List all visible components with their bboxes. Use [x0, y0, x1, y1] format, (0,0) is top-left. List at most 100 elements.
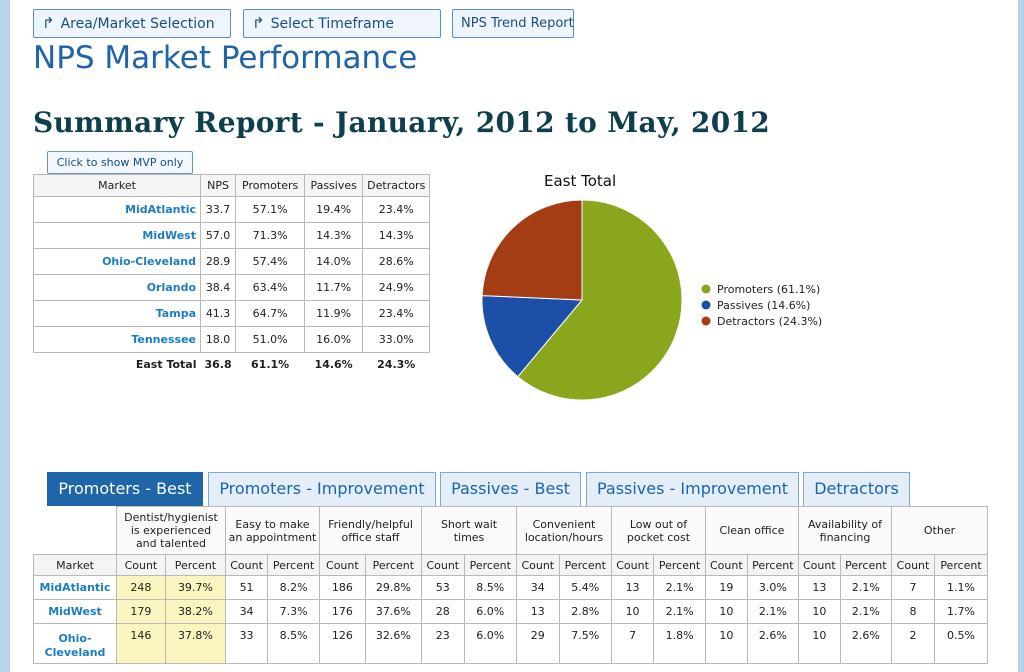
- count-cell: 10: [798, 623, 841, 664]
- tab-passives-best[interactable]: Passives - Best: [440, 472, 581, 506]
- pie-chart-svg: Promoters (61.1%) Passives (14.6%) Detract…: [481, 199, 822, 401]
- percent-header: Percent: [934, 554, 988, 576]
- percent-cell: 8.2%: [267, 575, 320, 600]
- tab-passives-improvement[interactable]: Passives - Improvement: [586, 472, 799, 506]
- table-row: MidAtlantic 248 39.7% 51 8.2% 186 29.8% 53 8.5% 3…: [33, 575, 988, 600]
- market-header: Market: [33, 554, 117, 576]
- percent-header: Percent: [364, 554, 423, 576]
- area-market-selection-label: Area/Market Selection: [60, 16, 215, 32]
- legend-marker-2: [701, 316, 711, 326]
- count-cell: 34: [224, 599, 269, 624]
- table-row: MidAtlantic 33.7 57.1% 19.4% 23.4%: [33, 196, 431, 223]
- market-link[interactable]: Tampa: [33, 300, 201, 327]
- percent-cell: 6.0%: [463, 599, 518, 624]
- promoters-cell: 64.7%: [235, 300, 306, 327]
- market-link[interactable]: Tennessee: [33, 326, 201, 353]
- table-row: MidWest 179 38.2% 34 7.3% 176 37.6% 28 6.0% 13 2.8…: [33, 599, 988, 624]
- percent-header: Percent: [463, 554, 518, 576]
- percent-cell: 1.1%: [934, 575, 988, 600]
- area-market-selection-button[interactable]: ↱ Area/Market Selection: [33, 9, 231, 38]
- nps-cell: 57.0: [199, 222, 237, 249]
- detractors-cell: 28.6%: [362, 248, 431, 275]
- count-cell: 176: [319, 599, 366, 624]
- percent-cell: 2.1%: [839, 575, 893, 600]
- percent-cell: 5.4%: [558, 575, 613, 600]
- reason-header: Other: [891, 506, 988, 555]
- count-cell: 13: [516, 599, 560, 624]
- market-link[interactable]: MidAtlantic: [33, 196, 201, 223]
- percent-cell: 1.7%: [934, 599, 988, 624]
- blank-header: [33, 506, 117, 555]
- total-passives: 14.6%: [314, 358, 353, 372]
- legend-marker-0: [701, 284, 711, 294]
- reason-header: Short wait times: [421, 506, 517, 555]
- total-nps: 36.8: [204, 358, 232, 372]
- percent-cell: 7.5%: [558, 623, 613, 664]
- summary-header-row: Market NPS Promoters Passives Detractors: [33, 174, 431, 197]
- passives-cell: 11.7%: [304, 274, 364, 301]
- nps-trend-report-button[interactable]: NPS Trend Report: [452, 9, 574, 38]
- count-cell: 126: [319, 623, 366, 664]
- percent-header: Percent: [746, 554, 800, 576]
- count-cell: 248: [116, 575, 166, 600]
- market-link[interactable]: MidAtlantic: [33, 575, 117, 600]
- table-row: Tennessee 18.0 51.0% 16.0% 33.0%: [33, 326, 431, 353]
- percent-cell: 37.8%: [164, 623, 227, 664]
- summary-header-passives: Passives: [304, 174, 364, 197]
- tab-promoters-improvement[interactable]: Promoters - Improvement: [208, 472, 436, 506]
- tab-promoters-best[interactable]: Promoters - Best: [47, 472, 203, 506]
- nps-cell: 41.3: [199, 300, 237, 327]
- show-mvp-only-button[interactable]: Click to show MVP only: [47, 151, 193, 174]
- percent-cell: 0.5%: [934, 623, 988, 664]
- market-link[interactable]: MidWest: [33, 599, 117, 624]
- summary-table: Market NPS Promoters Passives Detractors…: [33, 174, 431, 377]
- reason-header-row: Dentist/hygienist is experienced and tal…: [33, 506, 988, 555]
- count-header: Count: [421, 554, 465, 576]
- nps-cell: 28.9: [199, 248, 237, 275]
- percent-cell: 38.2%: [164, 599, 227, 624]
- window-frame-left: [0, 0, 10, 672]
- count-cell: 53: [421, 575, 465, 600]
- window-frame-right: [1018, 0, 1024, 672]
- promoters-cell: 63.4%: [235, 274, 306, 301]
- count-cell: 10: [705, 623, 748, 664]
- summary-header-detractors: Detractors: [362, 174, 431, 197]
- count-cell: 33: [224, 623, 269, 664]
- market-link[interactable]: Orlando: [33, 274, 201, 301]
- tab-detractors[interactable]: Detractors: [803, 472, 910, 506]
- promoters-cell: 57.4%: [235, 248, 306, 275]
- market-link[interactable]: MidWest: [33, 222, 201, 249]
- select-timeframe-button[interactable]: ↱ Select Timeframe: [243, 9, 441, 38]
- total-row: East Total 36.8 61.1% 14.6% 24.3%: [34, 353, 430, 377]
- percent-cell: 37.6%: [364, 599, 423, 624]
- promoters-cell: 57.1%: [235, 196, 306, 223]
- legend-label-0: Promoters (61.1%): [717, 283, 820, 296]
- count-header: Count: [798, 554, 841, 576]
- passives-cell: 19.4%: [304, 196, 364, 223]
- percent-cell: 2.6%: [839, 623, 893, 664]
- reasons-table: Dentist/hygienist is experienced and tal…: [33, 506, 988, 664]
- market-link[interactable]: Ohio-Cleveland: [33, 248, 201, 275]
- count-cell: 28: [421, 599, 465, 624]
- summary-header-promoters: Promoters: [235, 174, 306, 197]
- percent-cell: 2.8%: [558, 599, 613, 624]
- count-cell: 7: [890, 575, 936, 600]
- detractors-cell: 33.0%: [362, 326, 431, 353]
- count-cell: 34: [516, 575, 560, 600]
- reason-header: Friendly/helpful office staff: [319, 506, 422, 555]
- percent-cell: 8.5%: [267, 623, 320, 664]
- table-row: Ohio-Cleveland 28.9 57.4% 14.0% 28.6%: [33, 248, 431, 275]
- detractors-cell: 14.3%: [362, 222, 431, 249]
- pie-slice-1: [481, 295, 584, 378]
- percent-cell: 2.1%: [653, 575, 706, 600]
- reason-header: Convenient location/hours: [516, 506, 612, 555]
- pie-slice-0: [517, 199, 683, 401]
- count-cell: 29: [516, 623, 560, 664]
- passives-cell: 16.0%: [304, 326, 364, 353]
- pie-chart: East Total Promoters (61.1%) Passives (14…: [470, 166, 870, 406]
- count-cell: 10: [610, 599, 655, 624]
- detractors-cell: 23.4%: [362, 300, 431, 327]
- percent-cell: 3.0%: [746, 575, 800, 600]
- detractors-cell: 23.4%: [362, 196, 431, 223]
- market-link[interactable]: Ohio-Cleveland: [33, 623, 117, 664]
